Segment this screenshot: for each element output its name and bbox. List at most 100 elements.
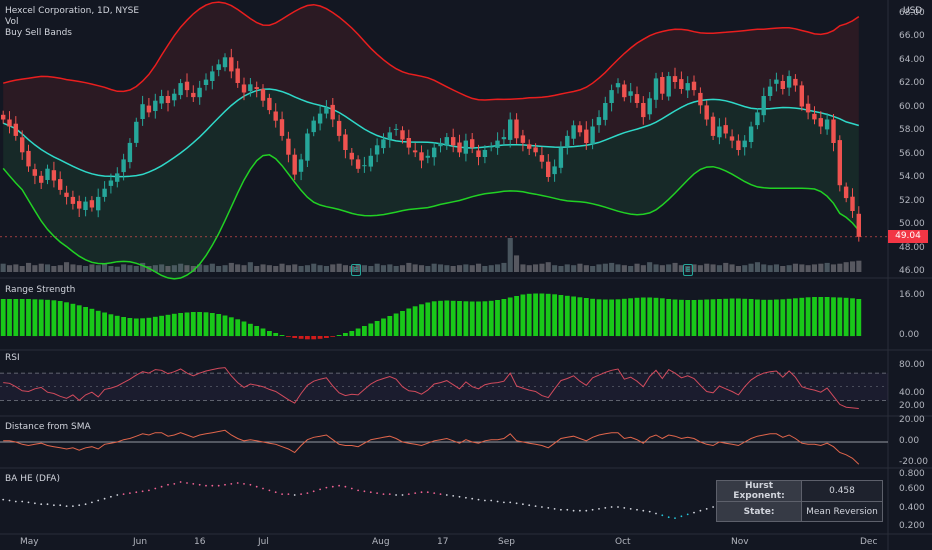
range-strength-bar <box>812 297 817 336</box>
range-strength-bar <box>463 301 469 337</box>
candle-body <box>51 170 57 181</box>
hurst-dot <box>705 508 708 510</box>
rsi-tick-label: 20.00 <box>899 401 925 412</box>
range-strength-bar <box>596 299 602 337</box>
hurst-pane-label[interactable]: BA HE (DFA) <box>5 474 60 484</box>
candle-body <box>197 87 202 98</box>
earnings-marker-1[interactable]: E <box>351 264 361 276</box>
candle-body <box>317 113 323 124</box>
hurst-dot <box>363 490 366 493</box>
range-strength-bar <box>748 299 754 336</box>
volume-bar <box>672 262 678 272</box>
volume-bar <box>482 266 488 272</box>
volume-bar <box>438 264 444 272</box>
range-strength-bar <box>317 336 323 339</box>
vol-label[interactable]: Vol <box>5 17 19 27</box>
candle-body <box>565 135 570 147</box>
earnings-marker-2[interactable]: E <box>683 264 693 276</box>
candle-body <box>660 77 665 94</box>
hurst-dot <box>103 497 106 500</box>
range-strength-bar <box>152 316 158 337</box>
hurst-dot <box>376 492 378 494</box>
candle-body <box>292 154 297 175</box>
candle-body <box>850 196 855 211</box>
candle-body <box>748 126 754 142</box>
hurst-dot <box>293 494 296 496</box>
volume-bar <box>279 263 285 272</box>
candle-body <box>381 139 386 149</box>
range-strength-label[interactable]: Range Strength <box>5 285 76 295</box>
range-strength-bar <box>520 294 526 336</box>
distance-sma-label[interactable]: Distance from SMA <box>5 422 91 432</box>
x-tick-label: Dec <box>860 537 878 547</box>
volume-bar <box>19 266 25 272</box>
volume-bar <box>476 263 482 272</box>
buy-sell-bands-label[interactable]: Buy Sell Bands <box>5 28 72 38</box>
range-strength-bar <box>469 301 475 336</box>
range-strength-bar <box>412 306 418 337</box>
hurst-dot <box>477 498 480 501</box>
candle-body <box>546 161 551 177</box>
volume-bar <box>653 264 659 272</box>
range-strength-bar <box>393 313 399 336</box>
candle-body <box>419 152 424 161</box>
hurst-dot <box>141 490 144 493</box>
volume-bar <box>26 262 32 272</box>
volume-bar <box>317 265 323 272</box>
volume-bar <box>419 265 425 272</box>
volume-bar <box>355 264 361 272</box>
candle-body <box>647 98 652 115</box>
volume-bar <box>742 265 748 272</box>
range-strength-bar <box>761 299 767 337</box>
hurst-dot <box>255 485 258 488</box>
range-strength-bar <box>679 299 684 337</box>
volume-bar <box>792 263 798 272</box>
volume-bar <box>114 266 120 272</box>
price-tick-label: 64.00 <box>899 54 925 65</box>
candle-body <box>210 71 215 81</box>
range-strength-bar <box>330 336 336 337</box>
candle-body <box>235 68 240 83</box>
candle-body <box>470 139 475 148</box>
x-tick-label: Sep <box>498 537 515 547</box>
candle-body <box>641 103 646 118</box>
range-strength-bar <box>83 307 88 336</box>
range-strength-bar <box>305 336 310 340</box>
volume-bar <box>640 265 646 272</box>
hurst-dot <box>97 499 100 502</box>
range-strength-bar <box>545 293 551 337</box>
volume-bar <box>577 263 583 272</box>
hurst-dot <box>205 484 207 487</box>
hurst-dot <box>287 493 290 495</box>
hurst-dot <box>350 487 353 490</box>
volume-bar <box>330 264 336 272</box>
candle-body <box>685 83 690 91</box>
hurst-dot <box>560 508 562 511</box>
hurst-dot <box>65 505 68 507</box>
hurst-dot <box>236 482 239 484</box>
hurst-dot <box>572 509 575 512</box>
range-strength-bar <box>507 297 513 336</box>
candle-body <box>533 147 538 153</box>
hurst-dot <box>414 492 417 494</box>
range-strength-bar <box>640 297 646 336</box>
candle-body <box>780 81 785 89</box>
volume-bar <box>780 266 786 272</box>
symbol-title[interactable]: Hexcel Corporation, 1D, NYSE <box>5 6 140 16</box>
volume-bar <box>805 265 811 272</box>
range-strength-bar <box>32 299 38 337</box>
rsi-label[interactable]: RSI <box>5 353 20 363</box>
volume-bar <box>95 265 101 272</box>
candle-body <box>432 147 437 158</box>
price-tick-label: 52.00 <box>899 195 925 206</box>
range-strength-bar <box>102 312 107 336</box>
candle-body <box>254 87 259 89</box>
candle-body <box>843 186 849 199</box>
volume-bar <box>292 264 298 272</box>
candle-body <box>463 140 468 154</box>
x-tick-label: Oct <box>615 537 631 547</box>
volume-bar <box>431 263 437 272</box>
volume-bar <box>450 266 456 272</box>
range-strength-bar <box>292 336 298 338</box>
hurst-dot <box>243 483 245 485</box>
